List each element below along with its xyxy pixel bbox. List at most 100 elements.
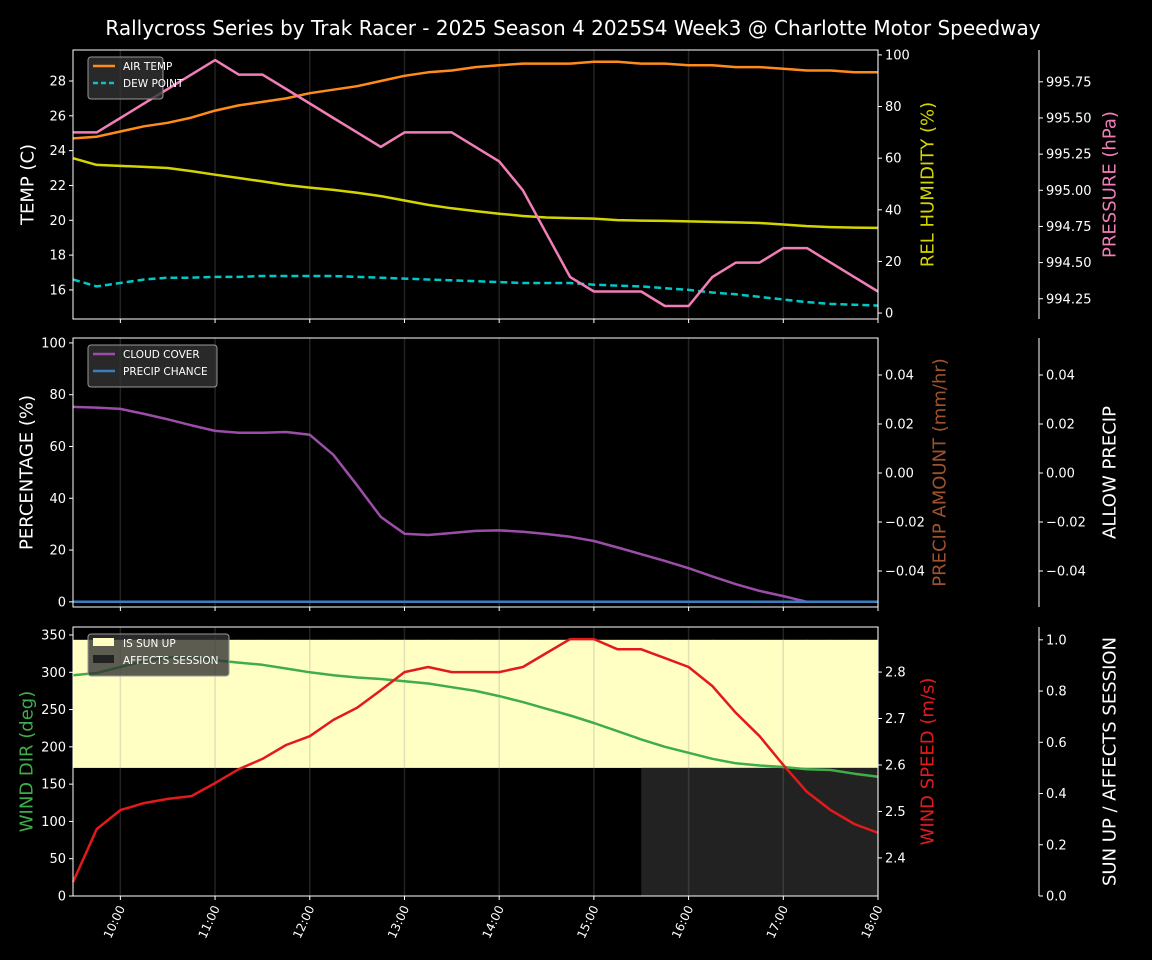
left-tick-label: 40: [49, 492, 66, 507]
series-air-temp: [72, 60, 878, 140]
right-tick-label: 2.5: [885, 805, 906, 820]
left-tick-label: 28: [49, 74, 66, 89]
left-tick-label: 20: [49, 214, 66, 229]
left-axis-label: PERCENTAGE (%): [17, 395, 38, 550]
right-tick-label: 100: [885, 48, 910, 63]
fill-affects-session: [806, 767, 832, 896]
right2-axis-label: PRESSURE (hPa): [1100, 111, 1121, 258]
fill-is-sun-up: [428, 639, 453, 768]
fill-is-sun-up: [617, 639, 642, 768]
left-tick-label: 50: [49, 852, 66, 867]
fill-is-sun-up: [546, 639, 571, 768]
fill-is-sun-up: [830, 639, 855, 768]
x-tick-label: 14:00: [480, 903, 507, 940]
right-axis-label: REL HUMIDITY (%): [918, 102, 939, 267]
right2-tick-label: 0.02: [1046, 417, 1075, 432]
right2-axis-label: ALLOW PRECIP: [1100, 406, 1121, 539]
fill-is-sun-up: [309, 639, 334, 768]
left-tick-label: 18: [49, 249, 66, 264]
legend-label: IS SUN UP: [123, 638, 176, 650]
right2-tick-label: 995.75: [1046, 75, 1092, 90]
fill-affects-session: [688, 767, 713, 896]
right2-tick-label: 994.25: [1046, 292, 1092, 307]
legend-box: [87, 633, 230, 677]
legend: IS SUN UP AFFECTS SESSION: [87, 633, 230, 677]
series-rel-humidity: [72, 156, 879, 230]
fill-is-sun-up: [262, 639, 287, 768]
left-tick-label: 16: [49, 283, 66, 298]
panel-1: 16 18 20 22 24 26 28 TEMP (C) 0 20 40 60 80 100 REL HU…: [18, 48, 1121, 323]
fill-is-sun-up: [806, 639, 832, 768]
left-tick-label: 80: [49, 388, 66, 403]
right2-tick-label: 0.8: [1046, 685, 1067, 700]
right-tick-label: −0.04: [885, 564, 925, 579]
fill-is-sun-up: [688, 639, 713, 768]
x-tick-label: 16:00: [669, 903, 696, 940]
right2-tick-label: −0.02: [1046, 515, 1086, 530]
left-tick-label: 100: [41, 336, 66, 351]
right-tick-label: 20: [885, 255, 902, 270]
chart-title: Rallycross Series by Trak Racer - 2025 S…: [105, 16, 1040, 40]
right2-tick-label: 0.00: [1046, 466, 1075, 481]
series-cloud-cover: [72, 405, 878, 604]
legend-label: AIR TEMP: [123, 61, 172, 73]
left-tick-label: 350: [41, 628, 66, 643]
left-tick-label: 0: [58, 890, 66, 905]
fill-is-sun-up: [333, 639, 358, 768]
right2-tick-label: 994.75: [1046, 220, 1092, 235]
right2-tick-label: 994.50: [1046, 256, 1092, 271]
right-tick-label: 80: [885, 100, 902, 115]
plot-area: [73, 50, 878, 319]
fill-affects-session: [735, 767, 761, 896]
legend-box: [87, 344, 218, 388]
fill-affects-session: [641, 767, 666, 896]
left-tick-label: 24: [49, 144, 66, 159]
left-tick-label: 150: [41, 778, 66, 793]
legend-label: PRECIP CHANCE: [123, 366, 208, 378]
fill-is-sun-up: [593, 639, 619, 768]
series-wind-speed: [71, 637, 879, 883]
series-dew-point: [72, 274, 879, 307]
right2-tick-label: 995.25: [1046, 148, 1092, 163]
fill-is-sun-up: [238, 639, 263, 768]
legend-swatch: [93, 655, 114, 663]
x-tick-label: 15:00: [574, 903, 601, 940]
fill-is-sun-up: [854, 639, 879, 768]
x-tick-label: 11:00: [195, 903, 222, 940]
left-tick-label: 0: [58, 595, 66, 610]
fill-is-sun-up: [783, 639, 808, 768]
right2-tick-label: 0.4: [1046, 787, 1067, 802]
panel-3: 10:00 11:00 12:00 13:00 14:00 15:00 16:00 17:00…: [17, 626, 1121, 941]
right2-tick-label: 0.04: [1046, 368, 1075, 383]
legend-label: CLOUD COVER: [123, 349, 200, 361]
legend-box: [87, 56, 164, 100]
fill-is-sun-up: [712, 639, 737, 768]
plot-frame: [72, 626, 879, 897]
fill-is-sun-up: [759, 639, 784, 768]
right-tick-label: 2.8: [885, 666, 906, 681]
right-axis-label: WIND SPEED (m/s): [918, 678, 939, 846]
right-tick-label: 0.02: [885, 417, 914, 432]
right2-axis-label: SUN UP / AFFECTS SESSION: [1100, 637, 1121, 886]
fill-affects-session: [759, 767, 784, 896]
legend: AIR TEMP DEW POINT: [87, 56, 184, 100]
fill-is-sun-up: [641, 639, 666, 768]
left-tick-label: 60: [49, 440, 66, 455]
right2-tick-label: 0.6: [1046, 736, 1067, 751]
left-tick-label: 26: [49, 109, 66, 124]
fill-is-sun-up: [570, 639, 595, 768]
right2-tick-label: 995.00: [1046, 184, 1092, 199]
fill-is-sun-up: [380, 639, 405, 768]
left-axis-label: TEMP (C): [18, 144, 39, 226]
left-tick-label: 250: [41, 703, 66, 718]
right-tick-label: 2.6: [885, 758, 906, 773]
x-tick-label: 13:00: [385, 903, 412, 940]
legend-label: AFFECTS SESSION: [123, 655, 219, 667]
x-tick-label: 10:00: [101, 903, 128, 940]
fill-affects-session: [664, 767, 690, 896]
right-tick-label: 40: [885, 203, 902, 218]
left-axis-label: WIND DIR (deg): [17, 691, 38, 833]
fill-is-sun-up: [451, 639, 476, 768]
right2-tick-label: −0.04: [1046, 564, 1086, 579]
